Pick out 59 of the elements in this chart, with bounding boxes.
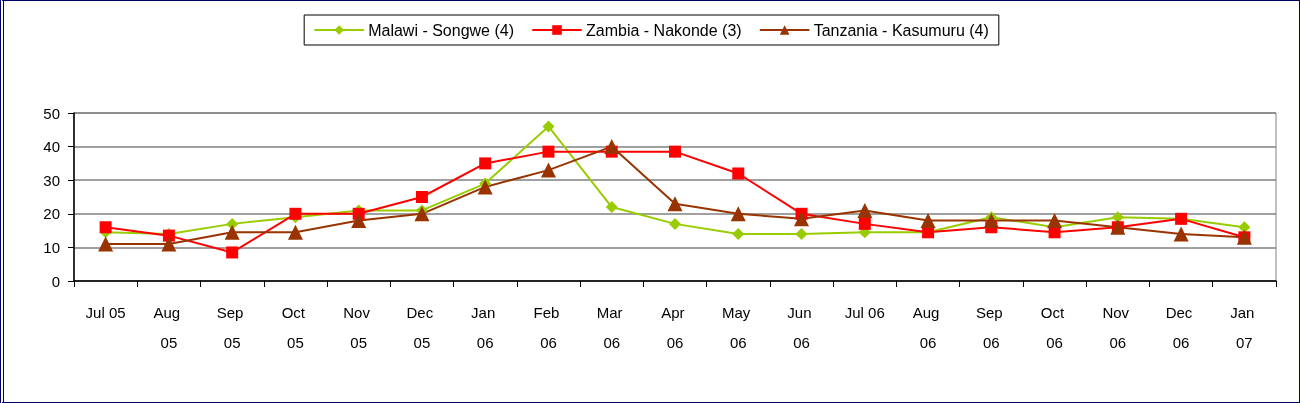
x-tick-label: Jul 06 — [844, 303, 885, 321]
point — [226, 246, 239, 259]
point — [795, 227, 808, 240]
x-tick-label: Jul 05 — [85, 303, 126, 321]
x-tick-label: Aug 06 — [912, 303, 944, 351]
point — [858, 217, 871, 230]
x-tick-label: Aug 05 — [153, 303, 185, 351]
x-tick-label: Dec 06 — [1165, 303, 1197, 351]
legend-label: Malawi - Songwe (4) — [368, 21, 515, 39]
point — [540, 162, 556, 178]
x-tick-label: Jun 06 — [787, 303, 816, 351]
point — [542, 145, 555, 158]
point — [732, 227, 745, 240]
point — [1173, 226, 1189, 242]
point — [667, 196, 683, 212]
legend-label: Zambia - Nakonde (3) — [586, 21, 742, 39]
x-tick-label: Sep 05 — [216, 303, 248, 351]
point — [732, 167, 745, 180]
point — [604, 139, 620, 155]
point — [605, 201, 618, 214]
y-tick-label: 40 — [43, 138, 60, 156]
point — [920, 213, 936, 229]
point — [99, 221, 112, 234]
y-tick-label: 30 — [43, 171, 60, 189]
point — [794, 211, 810, 227]
point — [669, 217, 681, 230]
legend-label: Tanzania - Kasumuru (4) — [813, 21, 989, 39]
point — [415, 191, 428, 203]
x-tick-label: Jan 06 — [471, 303, 500, 351]
point — [730, 206, 746, 222]
point — [857, 202, 873, 218]
x-tick-label: Mar 06 — [596, 303, 627, 351]
x-tick-label: Oct 05 — [281, 303, 310, 351]
point — [287, 224, 303, 240]
y-tick-label: 10 — [43, 238, 60, 256]
x-tick-label: Nov 06 — [1102, 303, 1134, 351]
point — [289, 207, 302, 220]
point — [477, 179, 493, 195]
point — [98, 236, 114, 252]
point — [983, 213, 999, 229]
point — [669, 145, 681, 158]
x-tick-label: Nov 05 — [343, 303, 375, 351]
point — [224, 224, 240, 240]
point — [1047, 213, 1063, 229]
point — [161, 236, 177, 252]
x-tick-label: May 06 — [722, 303, 755, 351]
point — [414, 206, 430, 222]
x-tick-label: Apr 06 — [661, 303, 689, 351]
x-tick-label: Jan 07 — [1230, 303, 1259, 351]
point — [351, 213, 367, 229]
x-tick-label: Feb 06 — [533, 303, 564, 351]
point — [542, 120, 555, 133]
y-tick-label: 20 — [43, 205, 60, 223]
y-tick-label: 0 — [51, 272, 60, 290]
x-tick-label: Oct 06 — [1040, 303, 1069, 351]
x-tick-label: Sep 06 — [975, 303, 1007, 351]
y-tick-label: 50 — [43, 104, 60, 122]
point — [479, 157, 492, 170]
x-tick-label: Dec 05 — [406, 303, 438, 351]
